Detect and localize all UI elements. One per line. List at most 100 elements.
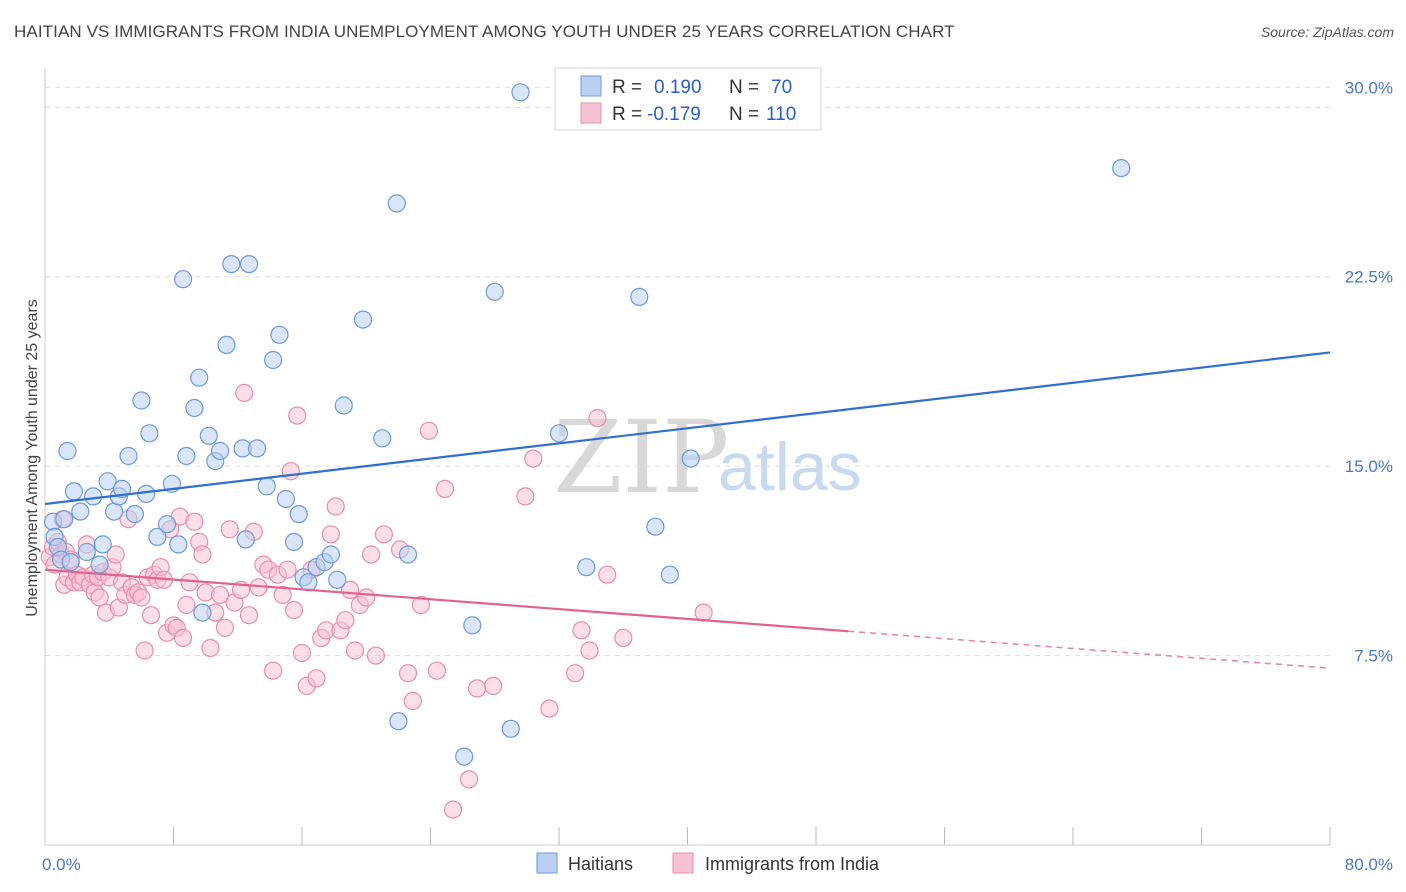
point-haitians-35 bbox=[222, 255, 241, 274]
point-india-72 bbox=[292, 643, 312, 663]
stats-swatch-haitians bbox=[580, 75, 602, 97]
series-haitians-points bbox=[43, 83, 1131, 766]
point-haitians-62 bbox=[511, 83, 530, 102]
y-axis-label: Unemployment Among Youth under 25 years bbox=[24, 299, 41, 617]
point-india-50 bbox=[193, 545, 212, 564]
legend-label-haitians: Haitians bbox=[568, 854, 633, 874]
chart-title: HAITIAN VS IMMIGRANTS FROM INDIA UNEMPLO… bbox=[14, 22, 955, 41]
point-india-81 bbox=[336, 611, 355, 630]
x-tick-label-0: 0.0% bbox=[42, 855, 81, 874]
stats-legend: R = 0.190 N = 70 R = -0.179 N = 110 bbox=[554, 67, 822, 131]
y-tick-labels: 7.5% 15.0% 22.5% 30.0% bbox=[1345, 78, 1393, 665]
bottom-legend: Haitians Immigrants from India bbox=[536, 852, 880, 874]
stat-n-value-haitians: 70 bbox=[771, 77, 792, 98]
point-india-93 bbox=[419, 421, 438, 440]
point-haitians-33 bbox=[211, 441, 230, 461]
point-haitians-22 bbox=[148, 527, 167, 547]
stat-r-value-haitians: 0.190 bbox=[654, 77, 702, 98]
point-haitians-9 bbox=[77, 542, 96, 562]
point-india-105 bbox=[580, 641, 599, 660]
legend-swatch-india bbox=[672, 852, 694, 874]
point-haitians-12 bbox=[93, 535, 112, 554]
point-haitians-55 bbox=[387, 194, 406, 213]
watermark-atlas: atlas bbox=[718, 429, 862, 505]
point-haitians-23 bbox=[158, 515, 177, 534]
x-tick-label-1: 80.0% bbox=[1345, 855, 1393, 874]
point-haitians-57 bbox=[398, 545, 418, 564]
point-haitians-31 bbox=[199, 426, 218, 445]
point-india-52 bbox=[201, 638, 220, 658]
point-india-99 bbox=[484, 676, 503, 696]
point-haitians-53 bbox=[353, 310, 373, 329]
point-haitians-43 bbox=[276, 489, 295, 509]
legend-swatch-haitians bbox=[536, 852, 558, 874]
stat-n-value-india: 110 bbox=[766, 104, 796, 125]
point-haitians-64 bbox=[577, 558, 596, 577]
point-haitians-40 bbox=[257, 477, 276, 496]
point-haitians-41 bbox=[264, 350, 283, 370]
point-india-96 bbox=[443, 800, 463, 819]
point-india-107 bbox=[598, 565, 617, 584]
point-india-71 bbox=[288, 406, 307, 425]
point-haitians-7 bbox=[64, 482, 84, 501]
point-india-54 bbox=[211, 585, 230, 605]
stat-n-label-haitians: N = bbox=[729, 77, 759, 98]
point-india-95 bbox=[435, 479, 455, 498]
point-india-91 bbox=[403, 691, 422, 711]
point-india-108 bbox=[614, 628, 633, 648]
point-india-90 bbox=[398, 664, 418, 683]
legend-label-india: Immigrants from India bbox=[705, 854, 880, 874]
stat-r-label-haitians: R = bbox=[612, 77, 642, 98]
point-india-68 bbox=[278, 560, 297, 579]
grid-lines bbox=[45, 86, 1330, 657]
watermark-zip: ZIP bbox=[553, 399, 729, 516]
point-haitians-65 bbox=[630, 287, 649, 306]
point-india-79 bbox=[326, 497, 345, 516]
point-haitians-56 bbox=[389, 712, 408, 731]
point-haitians-68 bbox=[681, 449, 700, 468]
y-tick-label-0: 7.5% bbox=[1354, 647, 1393, 666]
point-india-102 bbox=[540, 699, 559, 718]
point-haitians-58 bbox=[455, 747, 474, 766]
point-haitians-27 bbox=[177, 446, 196, 466]
trend-line-india bbox=[44, 568, 849, 633]
point-haitians-42 bbox=[270, 325, 289, 344]
point-haitians-47 bbox=[299, 573, 318, 592]
point-india-48 bbox=[185, 512, 204, 531]
point-haitians-63 bbox=[549, 424, 569, 443]
point-india-85 bbox=[357, 588, 376, 607]
point-haitians-30 bbox=[193, 603, 212, 622]
point-india-109 bbox=[694, 603, 713, 622]
point-haitians-21 bbox=[140, 424, 159, 443]
point-haitians-6 bbox=[61, 552, 80, 572]
point-haitians-67 bbox=[660, 565, 679, 584]
point-india-98 bbox=[468, 679, 487, 698]
point-india-24 bbox=[106, 545, 125, 564]
watermark: ZIP atlas bbox=[553, 399, 862, 516]
point-india-33 bbox=[135, 641, 154, 660]
point-haitians-66 bbox=[646, 517, 665, 536]
point-haitians-13 bbox=[98, 472, 117, 491]
point-india-101 bbox=[524, 449, 543, 468]
point-india-67 bbox=[273, 585, 292, 605]
point-india-100 bbox=[516, 487, 535, 506]
point-india-55 bbox=[215, 618, 234, 637]
point-india-32 bbox=[132, 588, 151, 607]
point-haitians-52 bbox=[334, 396, 353, 415]
point-haitians-19 bbox=[132, 391, 151, 410]
trend-line-haitians bbox=[44, 351, 1331, 506]
point-india-65 bbox=[264, 661, 283, 680]
point-haitians-18 bbox=[125, 504, 144, 524]
point-haitians-8 bbox=[71, 502, 90, 521]
point-india-86 bbox=[362, 545, 381, 564]
trend-lines bbox=[44, 351, 1331, 669]
stat-r-label-india: R = bbox=[612, 104, 642, 125]
y-tick-label-2: 22.5% bbox=[1345, 268, 1393, 287]
point-haitians-5 bbox=[58, 441, 77, 461]
point-india-94 bbox=[427, 661, 446, 680]
point-india-106 bbox=[588, 409, 607, 428]
point-india-69 bbox=[281, 462, 300, 481]
stats-swatch-india bbox=[580, 102, 602, 124]
point-haitians-20 bbox=[137, 484, 156, 503]
